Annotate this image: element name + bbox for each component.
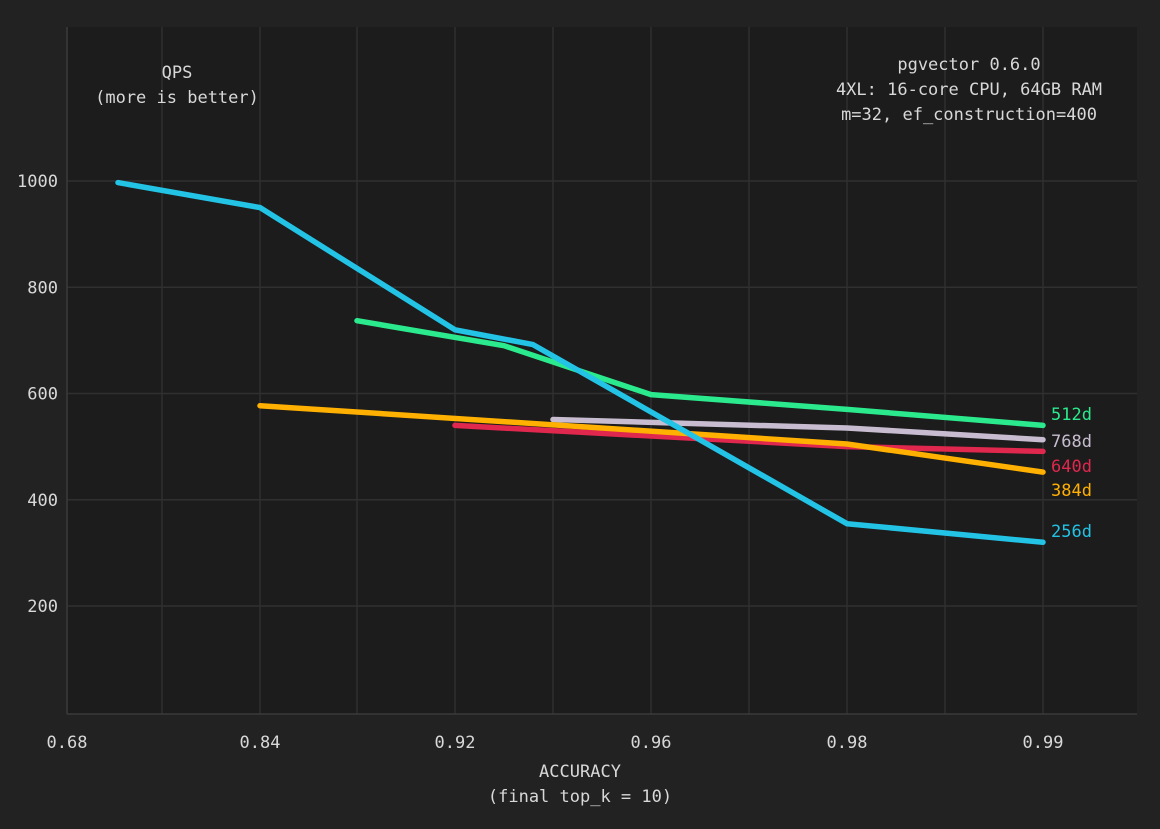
series-label-640d: 640d	[1051, 457, 1092, 477]
series-lines	[115, 179, 1046, 546]
series-line-768d	[550, 416, 1046, 443]
y-tick-label: 400	[27, 491, 58, 511]
series-line-384d	[257, 402, 1046, 475]
y-tick-label: 1000	[17, 172, 58, 192]
grid	[67, 27, 1137, 714]
metric-title: QPS	[162, 63, 193, 83]
axes: 200 400 600 800 1000 0.68 0.84 0.92 0.96 0.98 0.99	[17, 27, 1137, 753]
series-label-768d: 768d	[1051, 432, 1092, 452]
x-tick-label: 0.98	[827, 733, 868, 753]
x-tick-label: 0.99	[1023, 733, 1064, 753]
metric-subtitle: (more is better)	[95, 88, 259, 108]
plot-area	[67, 27, 1137, 714]
series-line-512d	[354, 317, 1046, 429]
series-labels: 512d 768d 640d 384d 256d	[1051, 405, 1092, 542]
series-label-512d: 512d	[1051, 405, 1092, 425]
x-tick-label: 0.92	[435, 733, 476, 753]
y-tick-label: 800	[27, 278, 58, 298]
y-tick-label: 600	[27, 385, 58, 405]
info-line-1: pgvector 0.6.0	[897, 55, 1040, 75]
series-label-256d: 256d	[1051, 522, 1092, 542]
series-line-256d	[115, 179, 1046, 546]
x-tick-label: 0.68	[47, 733, 88, 753]
info-line-3: m=32, ef_construction=400	[841, 105, 1097, 125]
x-axis-sublabel: (final top_k = 10)	[488, 787, 672, 807]
x-axis-label: ACCURACY	[539, 762, 621, 782]
x-tick-label: 0.96	[631, 733, 672, 753]
x-tick-label: 0.84	[240, 733, 281, 753]
series-label-384d: 384d	[1051, 481, 1092, 501]
y-tick-label: 200	[27, 597, 58, 617]
info-line-2: 4XL: 16-core CPU, 64GB RAM	[836, 80, 1102, 100]
